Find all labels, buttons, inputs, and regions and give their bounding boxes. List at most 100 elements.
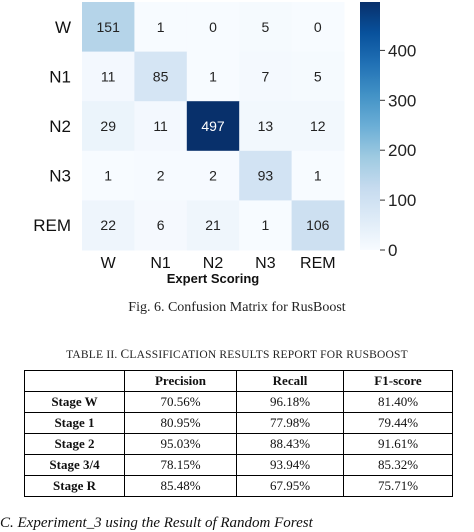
row-tick-label: W xyxy=(55,18,71,37)
cell-value-label: 85 xyxy=(153,68,169,84)
f1-cell: 75.71% xyxy=(343,475,453,497)
row-tick-label: N3 xyxy=(49,167,71,186)
heatmap-cell xyxy=(82,150,135,201)
heatmap-cell xyxy=(186,101,240,152)
stage-cell: Stage 3/4 xyxy=(24,454,125,476)
colorbar-tick-label: 400 xyxy=(388,41,416,60)
table-title-prefix: TABLE II. xyxy=(66,349,121,361)
cell-value-label: 5 xyxy=(314,68,322,84)
heatmap-cell xyxy=(239,200,293,251)
cell-value-label: 11 xyxy=(153,118,168,134)
cell-value-label: 6 xyxy=(157,217,165,233)
cell-value-label: 22 xyxy=(100,217,116,233)
cell-value-label: 151 xyxy=(97,19,121,35)
recall-cell: 67.95% xyxy=(236,475,344,497)
heatmap-cell xyxy=(134,200,188,251)
table-row: Stage 2 95.03% 88.43% 91.61% xyxy=(24,433,453,455)
column-tick-label: N1 xyxy=(150,255,171,272)
heatmap-cell xyxy=(82,200,135,251)
heatmap-cell xyxy=(134,2,188,53)
cell-value-label: 13 xyxy=(258,118,274,134)
table-row: Stage R 85.48% 67.95% 75.71% xyxy=(24,475,453,497)
cell-value-label: 7 xyxy=(262,68,270,84)
stage-cell: Stage 2 xyxy=(24,433,125,455)
column-tick-label: W xyxy=(101,255,117,272)
recall-cell: 96.18% xyxy=(236,391,344,413)
x-axis-label: Expert Scoring xyxy=(167,271,260,286)
f1-cell: 81.40% xyxy=(343,391,453,413)
table-row: Stage 3/4 78.15% 93.94% 85.32% xyxy=(24,454,453,476)
cell-value-label: 106 xyxy=(306,217,330,233)
results-table: Precision Recall F1-score Stage W 70.56%… xyxy=(24,370,453,497)
cell-value-label: 1 xyxy=(262,217,270,233)
f1-cell: 85.32% xyxy=(343,454,453,476)
heatmap-cell xyxy=(291,101,345,152)
table-title-rest: LASSIFICATION RESULTS REPORT FOR RUSBOOS… xyxy=(129,349,408,361)
colorbar-tick-label: 300 xyxy=(388,91,416,110)
row-tick-label: REM xyxy=(33,216,71,235)
cell-value-label: 11 xyxy=(101,68,116,84)
cell-value-label: 12 xyxy=(310,118,326,134)
heatmap-cell xyxy=(291,2,345,53)
cell-value-label: 1 xyxy=(157,19,165,35)
stage-cell: Stage W xyxy=(24,391,125,413)
heatmap-cell xyxy=(239,101,293,152)
table-row: Stage W 70.56% 96.18% 81.40% xyxy=(24,391,453,413)
column-tick-label: REM xyxy=(300,255,336,272)
heatmap-cell xyxy=(291,150,345,201)
cell-value-label: 497 xyxy=(201,118,225,134)
heatmap-cell xyxy=(186,2,240,53)
cell-value-label: 29 xyxy=(100,118,116,134)
cell-value-label: 1 xyxy=(209,68,217,84)
f1-cell: 91.61% xyxy=(343,433,453,455)
heatmap-cell xyxy=(291,51,345,102)
colorbar-tick-label: 100 xyxy=(388,191,416,210)
heatmap-cell xyxy=(239,51,293,102)
row-tick-label: N1 xyxy=(49,67,71,86)
precision-cell: 80.95% xyxy=(124,412,237,434)
heatmap-cell xyxy=(239,150,293,201)
figure-caption: Fig. 6. Confusion Matrix for RusBoost xyxy=(128,300,346,315)
confusion-matrix-figure: 151 1 0 5 011 85 1 7 529 11 497 13 121 2 2 93 122 6 21 1 106… xyxy=(33,2,416,286)
cell-value-label: 5 xyxy=(262,19,270,35)
cell-value-label: 1 xyxy=(314,168,322,184)
colorbar-tick-label: 200 xyxy=(388,141,416,160)
heatmap-cell xyxy=(186,200,240,251)
heatmap-cell xyxy=(134,101,188,152)
precision-cell: 95.03% xyxy=(124,433,237,455)
column-tick-label: N3 xyxy=(255,255,276,272)
precision-cell: 70.56% xyxy=(124,391,237,413)
table-header-row: Precision Recall F1-score xyxy=(24,370,453,392)
cell-value-label: 2 xyxy=(157,168,165,184)
cell-value-label: 2 xyxy=(209,168,217,184)
header-f1-score: F1-score xyxy=(343,370,453,392)
colorbar-tick-label: 0 xyxy=(388,241,397,260)
colorbar xyxy=(360,2,380,250)
table-title-initial: C xyxy=(120,346,130,361)
heatmap-cell xyxy=(186,51,240,102)
stage-cell: Stage 1 xyxy=(24,412,125,434)
precision-cell: 78.15% xyxy=(124,454,237,476)
table-title: TABLE II. CLASSIFICATION RESULTS REPORT … xyxy=(0,346,474,362)
precision-cell: 85.48% xyxy=(124,475,237,497)
recall-cell: 77.98% xyxy=(236,412,344,434)
f1-cell: 79.44% xyxy=(343,412,453,434)
heatmap-cell xyxy=(291,200,345,251)
section-heading: C. Experiment_3 using the Result of Rand… xyxy=(0,515,313,531)
cell-value-label: 21 xyxy=(205,217,221,233)
heatmap-cell xyxy=(82,51,135,102)
column-tick-label: N2 xyxy=(203,255,224,272)
cell-value-label: 0 xyxy=(314,19,322,35)
heatmap-cell xyxy=(134,51,188,102)
recall-cell: 93.94% xyxy=(236,454,344,476)
recall-cell: 88.43% xyxy=(236,433,344,455)
heatmap-cell xyxy=(134,150,188,201)
table-row: Stage 1 80.95% 77.98% 79.44% xyxy=(24,412,453,434)
header-stage xyxy=(24,370,125,392)
heatmap-cell xyxy=(239,2,293,53)
heatmap-cell xyxy=(82,101,135,152)
heatmap-cell xyxy=(82,2,135,53)
row-tick-label: N2 xyxy=(49,117,71,136)
cell-value-label: 1 xyxy=(104,168,112,184)
